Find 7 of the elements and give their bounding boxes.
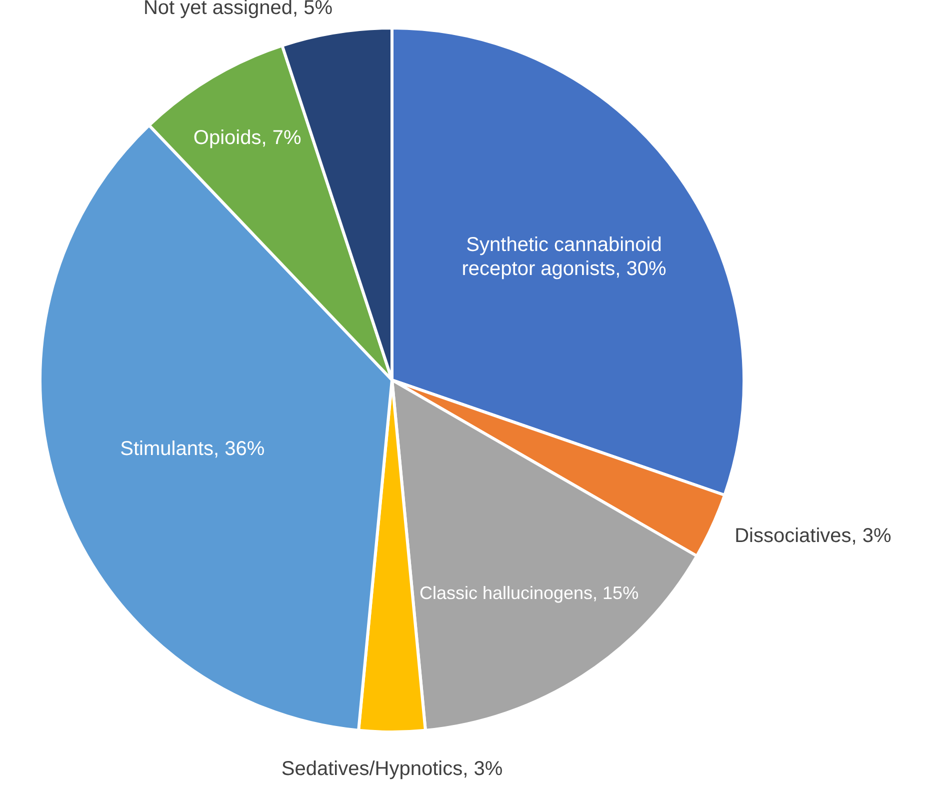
slice-label: Opioids, 7% (193, 126, 302, 150)
slice-label: Classic hallucinogens, 15% (419, 582, 639, 606)
slice-label: Synthetic cannabinoid receptor agonists, 30% (460, 233, 668, 282)
slice-label: Dissociatives, 3% (734, 524, 892, 548)
slice-label: Not yet assigned, 5% (143, 0, 332, 20)
slice-label: Stimulants, 36% (120, 437, 265, 462)
slice-label: Sedatives/Hypnotics, 3% (281, 756, 503, 781)
